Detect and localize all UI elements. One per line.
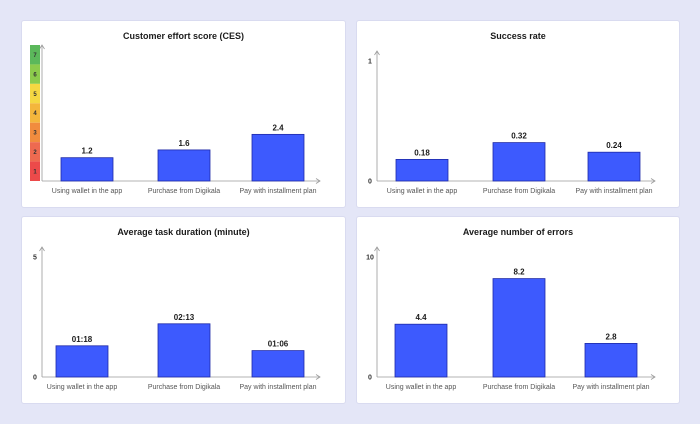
- bar-value-label: 2.8: [605, 332, 617, 341]
- x-category-label: Using wallet in the app: [387, 188, 458, 195]
- x-category-label: Using wallet in the app: [386, 384, 457, 391]
- ces-scale-label-5: 5: [33, 92, 37, 98]
- y-tick-label: 0: [368, 375, 372, 382]
- ces-scale-segment-2: [30, 142, 40, 162]
- ces-scale-segment-1: [30, 161, 40, 181]
- success-rate-chart: Success rate 1 0 0.18 Using wallet in the ap…: [368, 31, 656, 195]
- ces-scale-label-1: 1: [33, 169, 37, 175]
- success-rate-chart-title: Success rate: [490, 31, 546, 41]
- bar-value-label: 02:13: [174, 313, 195, 322]
- ces-scale-label-2: 2: [33, 150, 37, 156]
- bar: [492, 278, 546, 378]
- ces-scale-segment-5: [30, 83, 40, 104]
- errors-chart-title: Average number of errors: [463, 227, 573, 237]
- ces-scale-label-3: 3: [33, 131, 37, 137]
- x-axis-arrow: [650, 178, 656, 184]
- bar: [251, 350, 305, 378]
- y-axis-arrow: [374, 50, 380, 56]
- bar: [394, 323, 448, 378]
- bar-value-label: 01:06: [268, 340, 289, 349]
- x-category-label: Using wallet in the app: [47, 384, 118, 391]
- x-axis-arrow: [315, 374, 321, 380]
- x-axis-arrow: [315, 178, 321, 184]
- y-axis-arrow: [39, 246, 45, 252]
- y-tick-label: 10: [366, 255, 374, 262]
- x-axis-arrow: [650, 374, 656, 380]
- ces-chart: Customer effort score (CES) 7 6 5 4 3 2 1 1.2 Usi…: [30, 31, 321, 195]
- bar-value-label: 01:18: [72, 335, 93, 344]
- x-category-label: Purchase from Digikala: [148, 384, 220, 391]
- x-category-label: Purchase from Digikala: [148, 188, 220, 195]
- bar: [55, 345, 109, 378]
- bar-value-label: 2.4: [272, 123, 284, 132]
- task-duration-chart: Average task duration (minute) 5 0 01:18 Usi…: [33, 227, 321, 391]
- y-axis-arrow: [39, 44, 45, 50]
- ces-scale-segment-4: [30, 103, 40, 123]
- ces-scale-segment-3: [30, 122, 40, 143]
- y-axis-arrow: [374, 246, 380, 252]
- x-category-label: Pay with installment plan: [239, 188, 316, 195]
- x-category-label: Purchase from Digikala: [483, 188, 555, 195]
- bar-value-label: 1.6: [178, 139, 190, 148]
- y-tick-label: 0: [368, 179, 372, 186]
- bar: [60, 157, 114, 182]
- x-category-label: Pay with installment plan: [572, 384, 649, 391]
- ces-chart-title: Customer effort score (CES): [123, 31, 244, 41]
- bar-value-label: 0.32: [511, 132, 527, 141]
- y-tick-label: 5: [33, 255, 37, 262]
- ces-scale-segment-7: [30, 45, 40, 65]
- y-tick-label: 1: [368, 59, 372, 66]
- ces-scale-label-4: 4: [33, 111, 37, 117]
- bar-value-label: 8.2: [513, 268, 525, 277]
- ces-scale-label-7: 7: [33, 53, 37, 59]
- ces-scale-segment-6: [30, 64, 40, 84]
- bar: [395, 158, 449, 182]
- bar-value-label: 0.24: [606, 141, 622, 150]
- bar-value-label: 1.2: [81, 147, 93, 156]
- bar: [587, 151, 641, 182]
- chart-panel-ces: Customer effort score (CES) 7 6 5 4 3 2 1 1.2 Usi…: [22, 21, 345, 207]
- chart-panel-success-rate: Success rate 1 0 0.18 Using wallet in the ap…: [357, 21, 679, 207]
- bar-value-label: 4.4: [415, 313, 427, 322]
- x-category-label: Pay with installment plan: [239, 384, 316, 391]
- bar: [251, 133, 305, 182]
- bar: [492, 142, 546, 182]
- errors-chart: Average number of errors 10 0 4.4 Using wall…: [366, 227, 656, 391]
- chart-panel-errors: Average number of errors 10 0 4.4 Using wall…: [357, 217, 679, 403]
- y-tick-label: 0: [33, 375, 37, 382]
- bar-value-label: 0.18: [414, 148, 430, 157]
- bar: [157, 149, 211, 182]
- x-category-label: Using wallet in the app: [52, 188, 123, 195]
- bar: [157, 323, 211, 378]
- x-category-label: Pay with installment plan: [575, 188, 652, 195]
- task-duration-chart-title: Average task duration (minute): [117, 227, 249, 237]
- x-category-label: Purchase from Digikala: [483, 384, 555, 391]
- chart-panel-task-duration: Average task duration (minute) 5 0 01:18 Usi…: [22, 217, 345, 403]
- bar: [584, 343, 638, 378]
- ces-scale-label-6: 6: [33, 72, 37, 78]
